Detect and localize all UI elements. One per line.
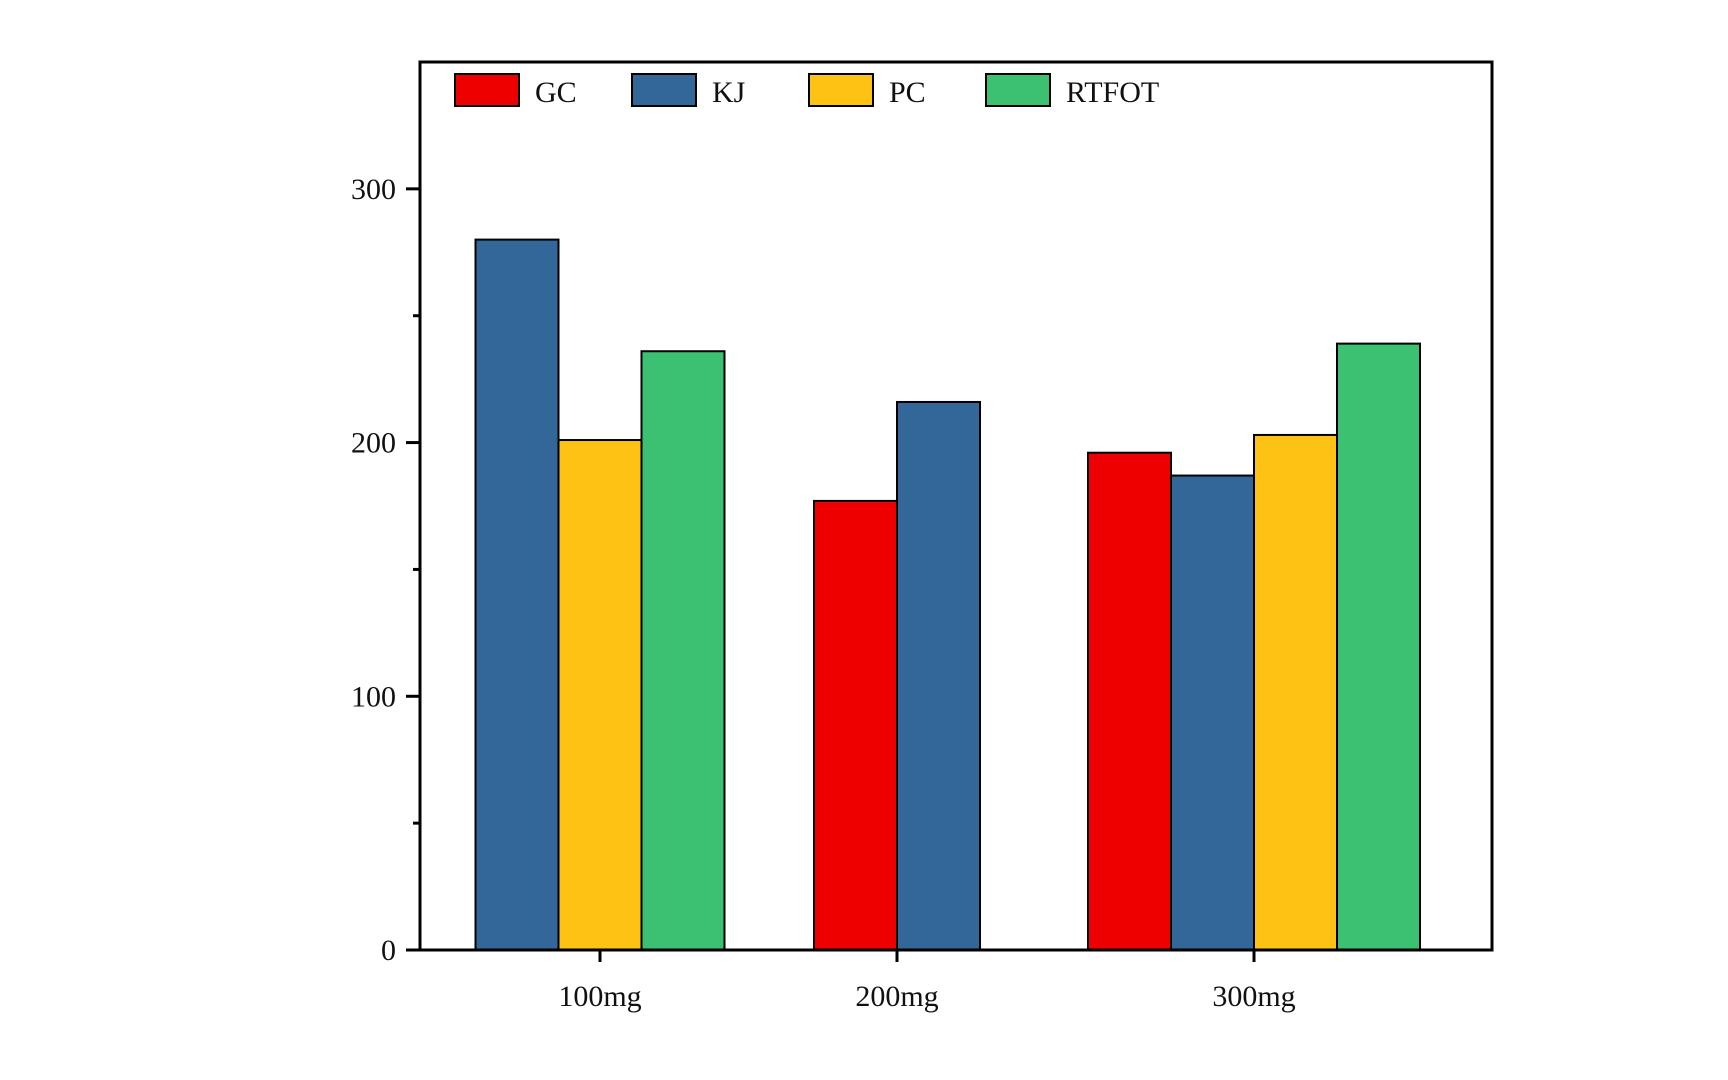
legend-swatch-gc [454, 73, 520, 107]
legend: GC KJ PC RTFOT [454, 73, 1159, 109]
bar-gc-300mg [1087, 451, 1172, 951]
legend-label-pc: PC [889, 76, 926, 109]
y-tick-label: 300 [351, 173, 396, 206]
bars-layer [474, 238, 1421, 952]
bar-kj-100mg [474, 238, 560, 952]
y-tick-label: 200 [351, 427, 396, 460]
legend-label-rtfot: RTFOT [1066, 76, 1159, 109]
legend-label-kj: KJ [712, 76, 746, 109]
y-tick-label: 0 [381, 934, 396, 967]
bar-pc-100mg [557, 439, 643, 951]
bar-gc-200mg [813, 499, 898, 951]
y-axis: 0 100 200 300 [351, 173, 420, 967]
bar-rtfot-300mg [1336, 342, 1421, 951]
x-tick-label: 300mg [1212, 980, 1295, 1013]
bar-kj-200mg [896, 400, 981, 951]
bar-kj-300mg [1170, 474, 1255, 951]
bar-pc-300mg [1253, 433, 1338, 951]
x-tick-label: 100mg [558, 980, 641, 1013]
legend-swatch-kj [631, 73, 697, 107]
y-tick-label: 100 [351, 680, 396, 713]
legend-swatch-pc [808, 73, 874, 107]
legend-swatch-rtfot [985, 73, 1051, 107]
plot-frame [418, 60, 1494, 952]
x-tick-label: 200mg [855, 980, 938, 1013]
bar-rtfot-100mg [640, 350, 726, 951]
legend-label-gc: GC [535, 76, 577, 109]
x-axis: 100mg 200mg 300mg [558, 950, 1296, 1013]
